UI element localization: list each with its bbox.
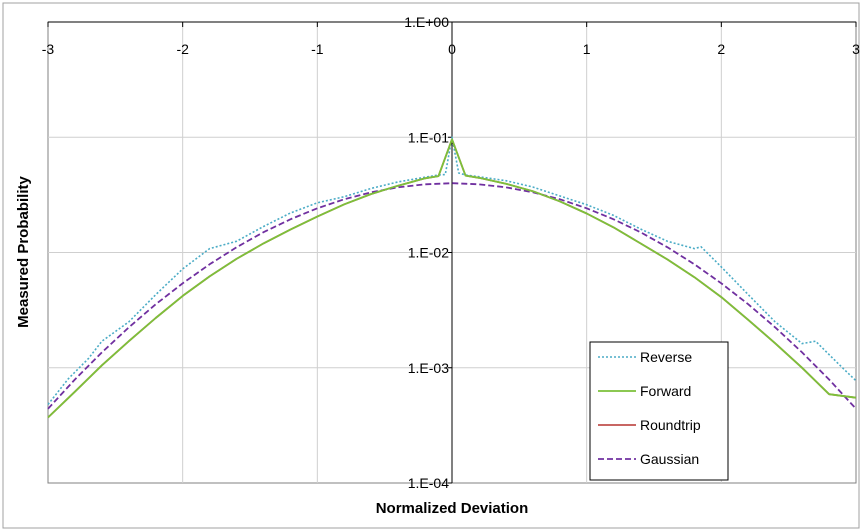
legend: Reverse Forward Roundtrip Gaussian (589, 341, 729, 481)
series-layer (47, 136, 857, 419)
series-line-reverse (47, 136, 857, 405)
series-line-forward (47, 138, 857, 419)
y-tick-label: 1.E-03 (408, 360, 449, 376)
axis-layer: -3-2-101231.E-041.E-031.E-021.E-011.E+00 (42, 14, 860, 491)
x-tick-label: 2 (717, 41, 725, 57)
x-tick-label: 1 (583, 41, 591, 57)
x-tick-label: -1 (311, 41, 324, 57)
legend-label-forward: Forward (640, 383, 691, 399)
series-line-gaussian (47, 182, 857, 410)
legend-box (589, 341, 729, 481)
x-tick-label: 3 (852, 41, 860, 57)
x-tick-label: -2 (176, 41, 189, 57)
legend-label-reverse: Reverse (640, 349, 692, 365)
x-axis-title: Normalized Deviation (376, 500, 529, 517)
y-axis-title: Measured Probability (15, 175, 32, 327)
y-tick-label: 1.E-02 (408, 245, 449, 261)
legend-label-roundtrip: Roundtrip (640, 417, 701, 433)
y-tick-label: 1.E-04 (408, 475, 449, 491)
legend-label-gaussian: Gaussian (640, 451, 699, 467)
x-tick-label: -3 (42, 41, 55, 57)
legend-items: Reverse Forward Roundtrip Gaussian (598, 349, 701, 467)
y-tick-label: 1.E-01 (408, 129, 449, 145)
